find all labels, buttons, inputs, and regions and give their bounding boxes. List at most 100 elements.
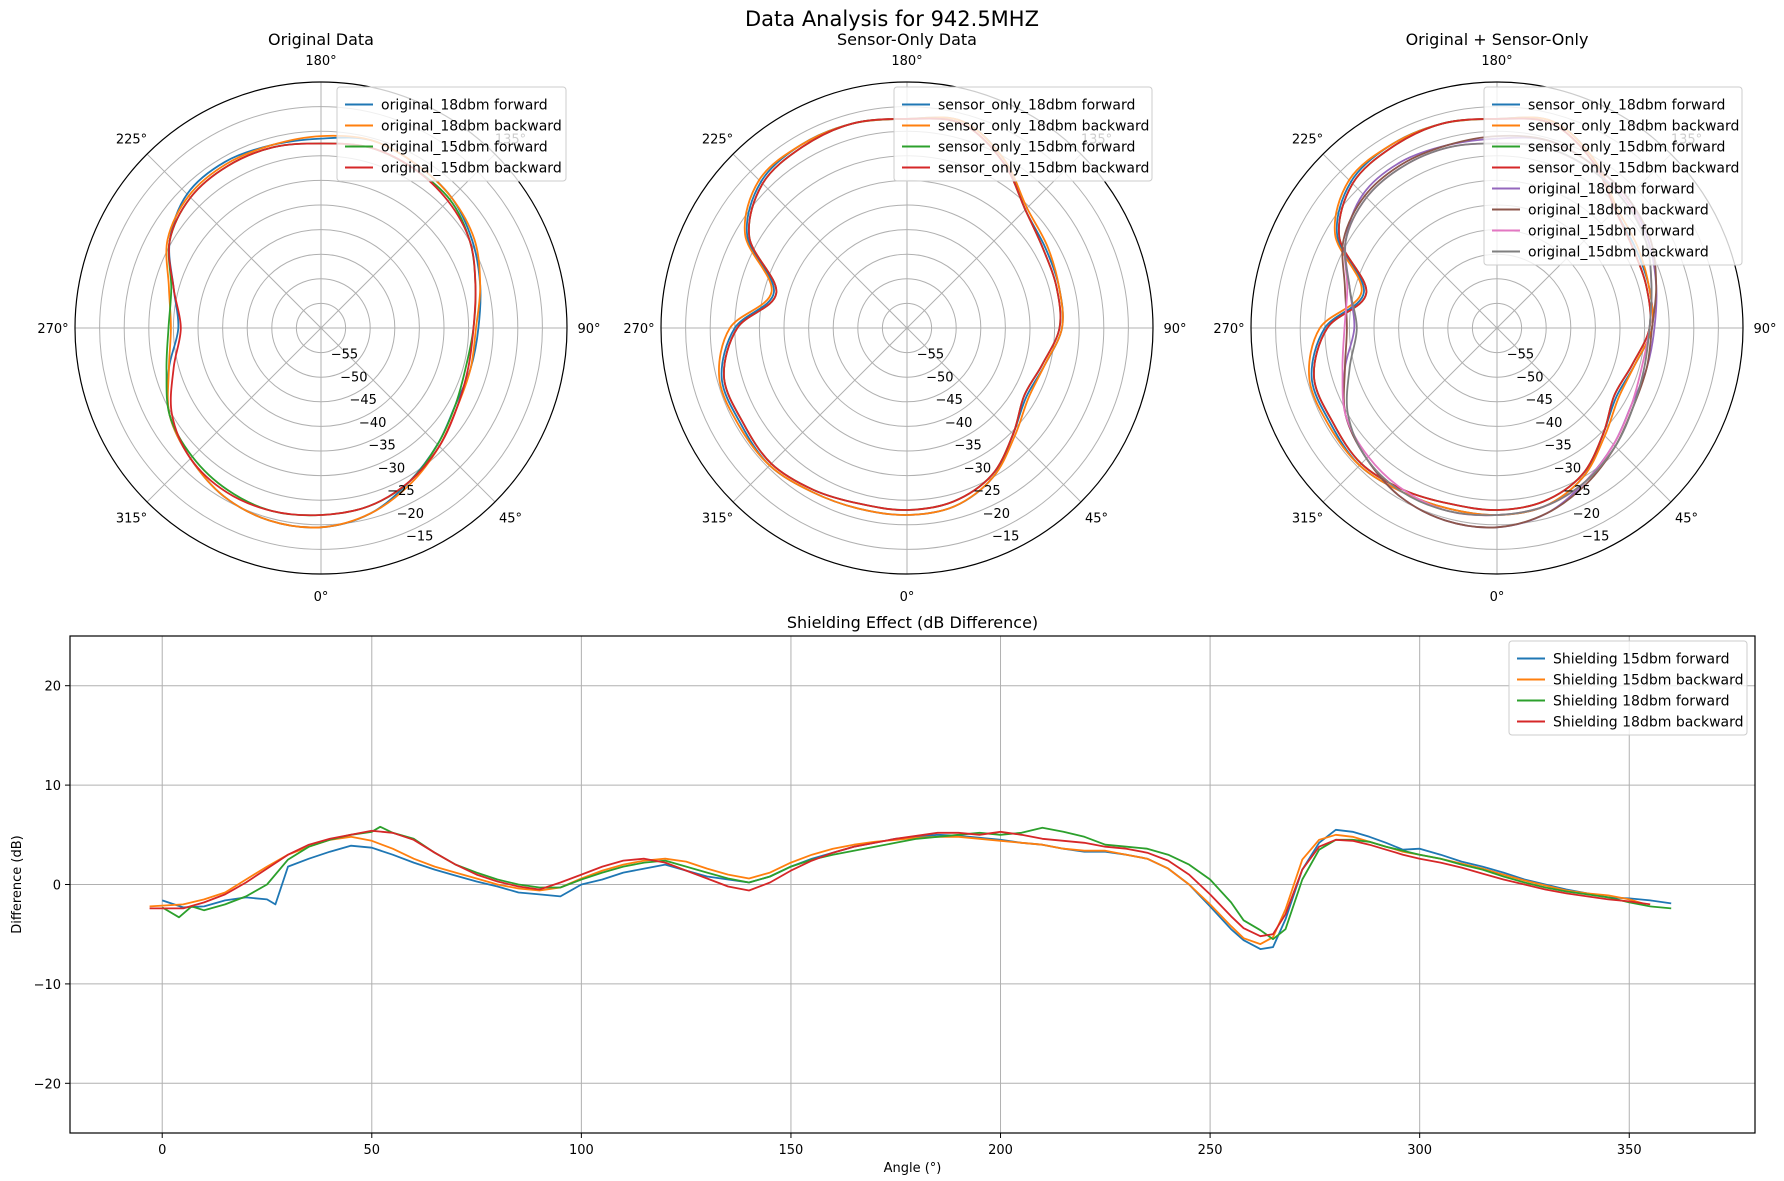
legend-box — [336, 86, 567, 182]
line-shielding-title: Shielding Effect (dB Difference) — [787, 613, 1038, 632]
radial-tick-label: −40 — [1535, 416, 1562, 431]
polar-subplot-original: Original Data0°45°90°135°180°225°270°315… — [37, 30, 600, 605]
legend-box — [1508, 640, 1748, 736]
series-line-original-15dbm-backward — [167, 142, 477, 517]
legend-label-original-18dbm-forward: original_18dbm forward — [381, 98, 548, 114]
x-tick-label: 50 — [364, 1143, 381, 1158]
theta-tick-label: 315° — [702, 512, 733, 527]
x-tick-label: 0 — [158, 1143, 166, 1158]
radial-tick-label: −45 — [936, 393, 963, 408]
legend-box — [1483, 86, 1743, 266]
legend-label-sensor-only-18dbm-forward: sensor_only_18dbm forward — [938, 98, 1135, 114]
radial-tick-label: −45 — [350, 393, 377, 408]
angular-gridline — [732, 327, 908, 503]
x-tick-label: 300 — [1407, 1143, 1432, 1158]
plot-area — [149, 825, 1672, 950]
radial-tick-label: −30 — [964, 461, 991, 476]
radial-tick-label: −35 — [1544, 439, 1571, 454]
radial-tick-label: −15 — [1582, 530, 1609, 545]
figure-title: Data Analysis for 942.5MHZ — [745, 7, 1039, 31]
radial-tick-label: −30 — [378, 461, 405, 476]
radial-tick-label: −25 — [973, 484, 1000, 499]
x-axis-label: Angle (°) — [884, 1161, 942, 1176]
series-line-original-18dbm-forward — [166, 136, 482, 529]
angular-gridline — [1322, 327, 1498, 503]
theta-tick-label: 90° — [1753, 322, 1776, 337]
legend-label-shielding-18dbm-backward: Shielding 18dbm backward — [1553, 715, 1744, 731]
series-line-shielding-15dbm-forward — [161, 828, 1672, 950]
legend-label-sensor-only-15dbm-forward: sensor_only_15dbm forward — [938, 140, 1135, 156]
series-line-shielding-18dbm-forward — [161, 825, 1672, 941]
radial-tick-label: −35 — [954, 439, 981, 454]
theta-tick-label: 45° — [1675, 512, 1698, 527]
radial-tick-label: −25 — [1563, 484, 1590, 499]
theta-tick-label: 315° — [1292, 512, 1323, 527]
legend-label-original-18dbm-forward: original_18dbm forward — [1528, 182, 1695, 198]
theta-tick-label: 270° — [37, 322, 68, 337]
theta-tick-label: 0° — [314, 590, 329, 605]
radial-tick-label: −55 — [1507, 348, 1534, 363]
x-tick-label: 200 — [988, 1143, 1013, 1158]
theta-tick-label: 225° — [702, 132, 733, 147]
radial-tick-label: −30 — [1554, 461, 1581, 476]
radial-tick-label: −15 — [992, 530, 1019, 545]
legend-label-original-15dbm-forward: original_15dbm forward — [1528, 224, 1695, 240]
y-tick-label: 20 — [44, 680, 61, 695]
polar-spine — [74, 81, 568, 575]
legend-label-sensor-only-15dbm-backward: sensor_only_15dbm backward — [938, 161, 1149, 177]
theta-tick-label: 225° — [116, 132, 147, 147]
angular-gridline — [320, 153, 496, 329]
legend-label-sensor-only-18dbm-forward: sensor_only_18dbm forward — [1528, 98, 1725, 114]
legend-label-sensor-only-18dbm-backward: sensor_only_18dbm backward — [1528, 119, 1739, 135]
line-subplot-shielding: Shielding Effect (dB Difference)0 50 100 15… — [10, 613, 1756, 1176]
y-tick-label: −10 — [34, 978, 61, 993]
legend-label-shielding-18dbm-forward: Shielding 18dbm forward — [1553, 694, 1730, 710]
theta-tick-label: 0° — [900, 590, 915, 605]
angular-gridline — [146, 153, 322, 329]
polar-combined-legend: sensor_only_18dbm forward sensor_only_18d… — [1483, 86, 1743, 266]
angular-gridline — [146, 327, 322, 503]
theta-tick-label: 180° — [305, 54, 336, 69]
radial-tick-label: −20 — [1573, 507, 1600, 522]
polar-combined-title: Original + Sensor-Only — [1406, 30, 1589, 49]
radial-tick-label: −50 — [926, 370, 953, 385]
radial-tick-label: −45 — [1526, 393, 1553, 408]
y-tick-label: 0 — [53, 879, 61, 894]
radial-tick-label: −40 — [359, 416, 386, 431]
series-line-shielding-15dbm-backward — [149, 833, 1647, 945]
legend-label-original-18dbm-backward: original_18dbm backward — [1528, 203, 1709, 219]
radial-tick-label: −20 — [397, 507, 424, 522]
radial-tick-label: −15 — [406, 530, 433, 545]
angular-gridline — [906, 327, 1082, 503]
y-tick-label: 10 — [44, 779, 61, 794]
polar-spine — [660, 81, 1154, 575]
theta-tick-label: 45° — [1085, 512, 1108, 527]
radial-tick-label: −25 — [387, 484, 414, 499]
theta-tick-label: 45° — [499, 512, 522, 527]
y-tick-label: −20 — [34, 1077, 61, 1092]
angular-gridline — [906, 153, 1082, 329]
y-axis-label: Difference (dB) — [10, 835, 25, 933]
theta-tick-label: 180° — [1481, 54, 1512, 69]
polar-original-legend: original_18dbm forward original_18dbm bac… — [336, 86, 567, 182]
legend-box — [893, 86, 1153, 182]
legend-label-original-18dbm-backward: original_18dbm backward — [381, 119, 562, 135]
theta-tick-label: 315° — [116, 512, 147, 527]
legend-label-sensor-only-18dbm-backward: sensor_only_18dbm backward — [938, 119, 1149, 135]
legend-label-shielding-15dbm-backward: Shielding 15dbm backward — [1553, 673, 1744, 689]
theta-tick-label: 180° — [891, 54, 922, 69]
theta-tick-label: 90° — [1163, 322, 1186, 337]
polar-spine — [1250, 81, 1744, 575]
theta-tick-label: 225° — [1292, 132, 1323, 147]
radial-tick-label: −40 — [945, 416, 972, 431]
polar-sensor-only-title: Sensor-Only Data — [837, 30, 977, 49]
x-tick-label: 250 — [1198, 1143, 1223, 1158]
legend-label-original-15dbm-backward: original_15dbm backward — [381, 161, 562, 177]
legend-label-shielding-15dbm-forward: Shielding 15dbm forward — [1553, 652, 1730, 668]
x-tick-label: 150 — [779, 1143, 804, 1158]
theta-tick-label: 0° — [1490, 590, 1505, 605]
radial-tick-label: −55 — [331, 348, 358, 363]
radial-tick-label: −50 — [340, 370, 367, 385]
radial-tick-label: −20 — [983, 507, 1010, 522]
